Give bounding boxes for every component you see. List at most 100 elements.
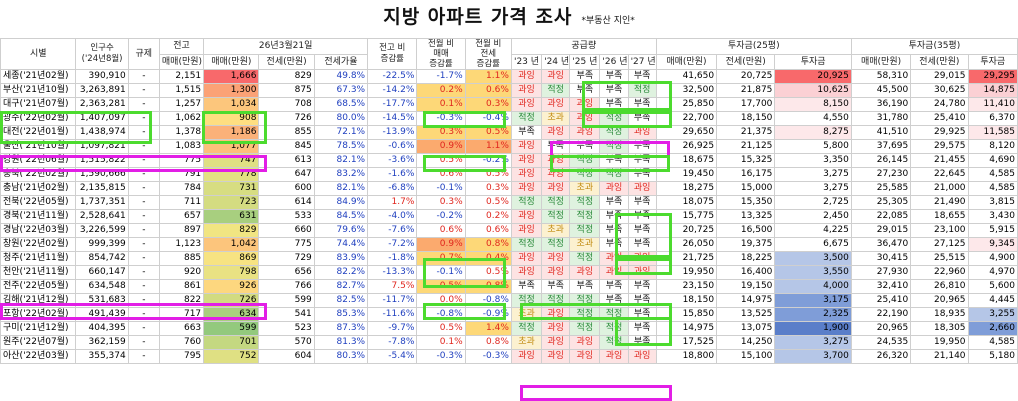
cell-vs-high: -5.4% [367,349,418,364]
cell-supply: 부족 [569,139,601,154]
cell-vs-high: -11.6% [367,307,418,322]
cell-reg: - [127,139,160,154]
cell-supply: 과잉 [541,153,571,168]
cell-inv25-amt: 3,275 [774,167,852,182]
cell-supply: 과잉 [541,69,571,84]
cell-supply: 과잉 [510,349,543,364]
cell-inv35-sale: 29,015 [850,223,912,238]
cell-supply: 부족 [599,293,629,308]
cell-supply: 부족 [627,335,657,350]
cell-vs-high: -9.7% [367,321,418,336]
cell-mom-sale: 0.1% [416,97,466,112]
cell-mom-sale: -0.1% [416,265,466,280]
header-inv35-amt: 투자금 [967,53,1018,70]
cell-ratio: 82.7% [313,279,369,294]
cell-supply: 적정 [599,111,629,126]
cell-mom-jeonse: 1.1% [464,139,512,154]
cell-supply: 과잉 [599,265,629,280]
cell-inv25-jeonse: 15,000 [716,181,776,196]
cell-pop: 390,910 [75,69,129,84]
cell-inv25-amt: 20,925 [774,69,852,84]
cell-ratio: 84.5% [313,209,369,224]
page-title: 지방 아파트 가격 조사 *부동산 지인* [0,2,1018,34]
cell-pop: 2,135,815 [75,181,129,196]
cell-city: 청주('21년11월) [0,251,77,266]
cell-reg: - [127,335,160,350]
cell-reg: - [127,167,160,182]
cell-inv35-amt: 9,345 [967,237,1018,252]
cell-inv35-jeonse: 27,125 [910,237,969,252]
cell-supply: 부족 [627,111,657,126]
cell-inv25-jeonse: 21,875 [716,83,776,98]
cell-supply: 과잉 [627,265,657,280]
cell-supply: 과잉 [510,69,543,84]
cell-prev-high: 717 [158,307,205,322]
cell-sale: 723 [203,195,260,210]
cell-supply: 부족 [599,69,629,84]
header-inv35-sale: 매매(만원) [850,53,912,70]
cell-supply: 과잉 [541,335,571,350]
cell-supply: 부족 [569,279,601,294]
cell-reg: - [127,83,160,98]
cell-supply: 적정 [569,223,601,238]
cell-inv25-amt: 10,625 [774,83,852,98]
cell-inv35-sale: 30,415 [850,251,912,266]
cell-mom-sale: 0.5% [416,321,466,336]
cell-inv35-amt: 14,875 [967,83,1018,98]
cell-supply: 부족 [627,279,657,294]
cell-city: 아산('22년03월) [0,349,77,364]
cell-supply: 과잉 [510,139,543,154]
cell-inv25-sale: 41,650 [655,69,718,84]
cell-inv35-amt: 4,585 [967,335,1018,350]
cell-supply: 과잉 [627,181,657,196]
cell-mom-sale: 0.5% [416,153,466,168]
cell-ratio: 82.2% [313,265,369,280]
cell-vs-high: -11.7% [367,293,418,308]
cell-sale: 829 [203,223,260,238]
cell-mom-jeonse: -0.3% [464,349,512,364]
cell-reg: - [127,293,160,308]
cell-vs-high: -7.2% [367,237,418,252]
cell-city: 전주('22년05월) [0,279,77,294]
cell-supply: 부족 [627,195,657,210]
cell-supply: 부족 [627,139,657,154]
cell-supply: 적정 [599,335,629,350]
cell-city: 경북('21년11월) [0,209,77,224]
header-supply: 공급량 [510,38,657,55]
cell-mom-jeonse: 0.8% [464,279,512,294]
cell-city: 전북('22년05월) [0,195,77,210]
cell-supply: 부족 [627,321,657,336]
cell-mom-jeonse: 0.8% [464,237,512,252]
cell-city: 천안('21년11월) [0,265,77,280]
cell-mom-sale: -0.2% [416,209,466,224]
cell-inv35-sale: 26,145 [850,153,912,168]
cell-inv35-jeonse: 25,515 [910,251,969,266]
cell-inv25-sale: 18,800 [655,349,718,364]
cell-ratio: 87.3% [313,321,369,336]
table-row: 충남('21년02월) 2,135,815-784 731 600 82.1% -6.8%… [0,181,1018,196]
table-row: 부산('21년10월) 3,263,891-1,515 1,300 875 67.3% -… [0,83,1018,98]
header-ratio: 전세가율 [313,53,369,70]
cell-inv25-jeonse: 13,325 [716,209,776,224]
cell-supply: 적정 [510,321,543,336]
cell-supply: 부족 [627,167,657,182]
cell-supply: 초과 [510,307,543,322]
cell-pop: 660,147 [75,265,129,280]
cell-supply: 초과 [541,223,571,238]
cell-city: 구미('21년12월) [0,321,77,336]
cell-sale: 1,077 [203,139,260,154]
cell-inv25-jeonse: 18,150 [716,111,776,126]
cell-mom-sale: 0.5% [416,279,466,294]
cell-inv35-jeonse: 24,780 [910,97,969,112]
cell-supply: 과잉 [510,251,543,266]
cell-inv25-jeonse: 13,075 [716,321,776,336]
cell-supply: 부족 [599,83,629,98]
cell-supply: 부족 [627,293,657,308]
cell-inv25-sale: 19,450 [655,167,718,182]
cell-mom-sale: -0.1% [416,181,466,196]
highlight-box-magenta [520,385,672,401]
cell-supply: 과잉 [569,111,601,126]
cell-supply: 적정 [599,125,629,140]
cell-inv25-sale: 18,150 [655,293,718,308]
header-inv25-amt: 투자금 [774,53,852,70]
